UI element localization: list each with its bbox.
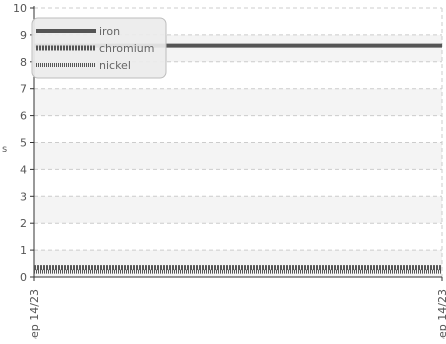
legend-label-nickel: nickel bbox=[99, 59, 131, 72]
grid-band bbox=[34, 88, 442, 116]
y-tick-label: 3 bbox=[20, 190, 27, 203]
y-tick-label: 6 bbox=[20, 110, 27, 123]
y-tick-label: 7 bbox=[20, 83, 27, 96]
legend-label-iron: iron bbox=[99, 25, 120, 38]
y-axis-label-fragment: s bbox=[2, 144, 7, 155]
y-tick-label: 1 bbox=[20, 244, 27, 257]
y-tick-label: 9 bbox=[20, 29, 27, 42]
y-tick-label: 8 bbox=[20, 56, 27, 69]
legend-label-chromium: chromium bbox=[99, 42, 155, 55]
y-tick-label: 10 bbox=[13, 2, 27, 15]
y-tick-label: 5 bbox=[20, 137, 27, 150]
x-tick-label: Sep 14/23 bbox=[28, 289, 41, 339]
grid-band bbox=[34, 196, 442, 224]
grid-band bbox=[34, 142, 442, 170]
legend: iron chromium nickel bbox=[31, 17, 167, 79]
y-tick-label: 2 bbox=[20, 217, 27, 230]
x-tick-label: Sep 14/23 bbox=[436, 289, 446, 339]
y-tick-label: 0 bbox=[20, 271, 27, 284]
y-tick-label: 4 bbox=[20, 163, 27, 176]
